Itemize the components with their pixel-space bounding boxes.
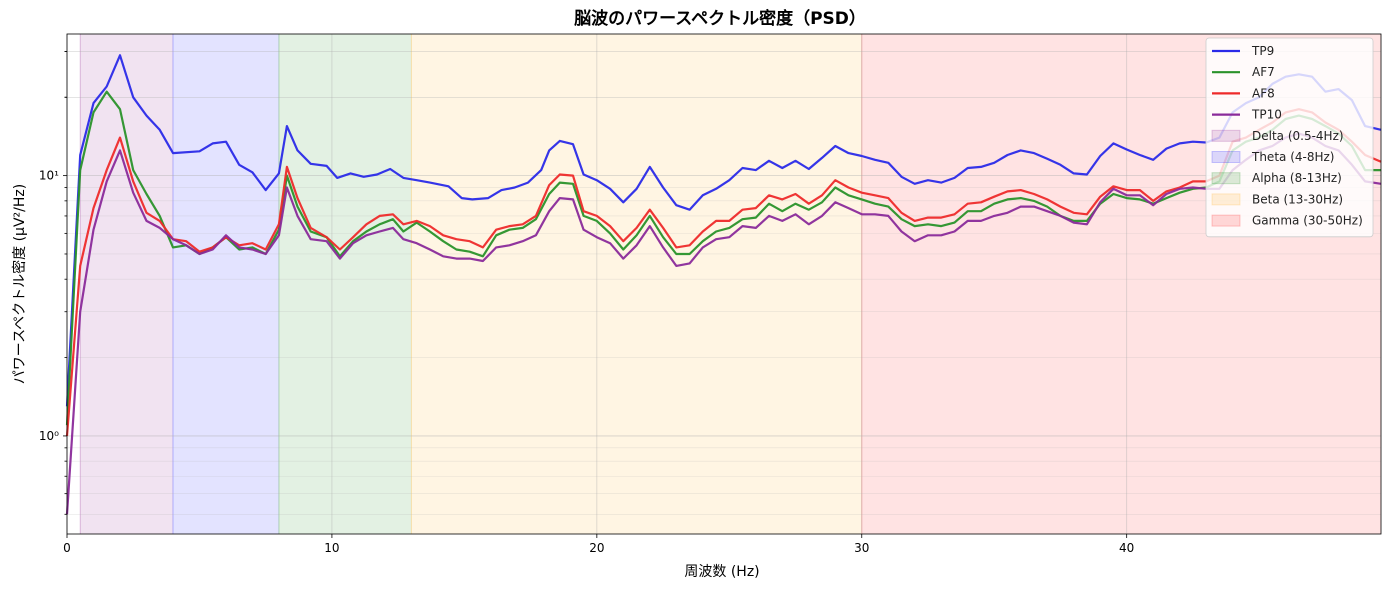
legend-label-af8: AF8 bbox=[1252, 86, 1275, 100]
legend-label-af7: AF7 bbox=[1252, 65, 1275, 79]
legend-label-tp10: TP10 bbox=[1251, 108, 1282, 122]
x-tick-label: 10 bbox=[324, 541, 339, 555]
x-tick-label: 40 bbox=[1119, 541, 1134, 555]
series-lines bbox=[65, 54, 1382, 515]
legend-swatch-band bbox=[1211, 129, 1241, 142]
legend-swatch-band bbox=[1211, 151, 1241, 163]
legend-label-band: Gamma (30-50Hz) bbox=[1252, 214, 1363, 228]
y-axis-label: パワースペクトル密度 (μV²/Hz) bbox=[11, 184, 28, 384]
x-axis-label: 周波数 (Hz) bbox=[684, 564, 759, 580]
series-line-tp10 bbox=[65, 132, 1382, 515]
legend-label-band: Delta (0.5-4Hz) bbox=[1252, 129, 1344, 143]
band-beta bbox=[411, 34, 862, 534]
x-tick-label: 20 bbox=[589, 541, 604, 555]
axes: 0 10 20 30 40 10⁰ 10¹ bbox=[39, 51, 1134, 555]
legend-label-band: Beta (13-30Hz) bbox=[1252, 192, 1343, 206]
series-line-tp9 bbox=[65, 54, 1382, 407]
legend-label-band: Alpha (8-13Hz) bbox=[1252, 171, 1342, 185]
plot-frame bbox=[66, 33, 1382, 535]
chart-title: 脳波のパワースペクトル密度（PSD） bbox=[574, 8, 866, 29]
legend-box bbox=[1205, 37, 1374, 238]
y-tick-label: 10¹ bbox=[39, 169, 59, 183]
frequency-bands bbox=[79, 34, 1381, 534]
legend-label-band: Theta (4-8Hz) bbox=[1251, 150, 1334, 164]
x-tick-label: 30 bbox=[854, 541, 869, 555]
legend-swatch-band bbox=[1211, 193, 1241, 206]
x-tick-label: 0 bbox=[63, 541, 71, 555]
band-delta bbox=[80, 34, 173, 534]
y-tick-label: 10⁰ bbox=[39, 429, 59, 443]
legend-swatch-band bbox=[1211, 172, 1241, 185]
legend: TP9 AF7 AF8 TP10 Delta (0.5-4Hz) Theta (4-8Hz… bbox=[1205, 37, 1374, 238]
band-alpha bbox=[278, 34, 412, 534]
legend-swatch-band bbox=[1211, 214, 1241, 227]
grid bbox=[66, 34, 1381, 534]
band-theta bbox=[172, 34, 279, 534]
legend-label-tp9: TP9 bbox=[1251, 44, 1274, 58]
series-line-af8 bbox=[65, 108, 1382, 436]
